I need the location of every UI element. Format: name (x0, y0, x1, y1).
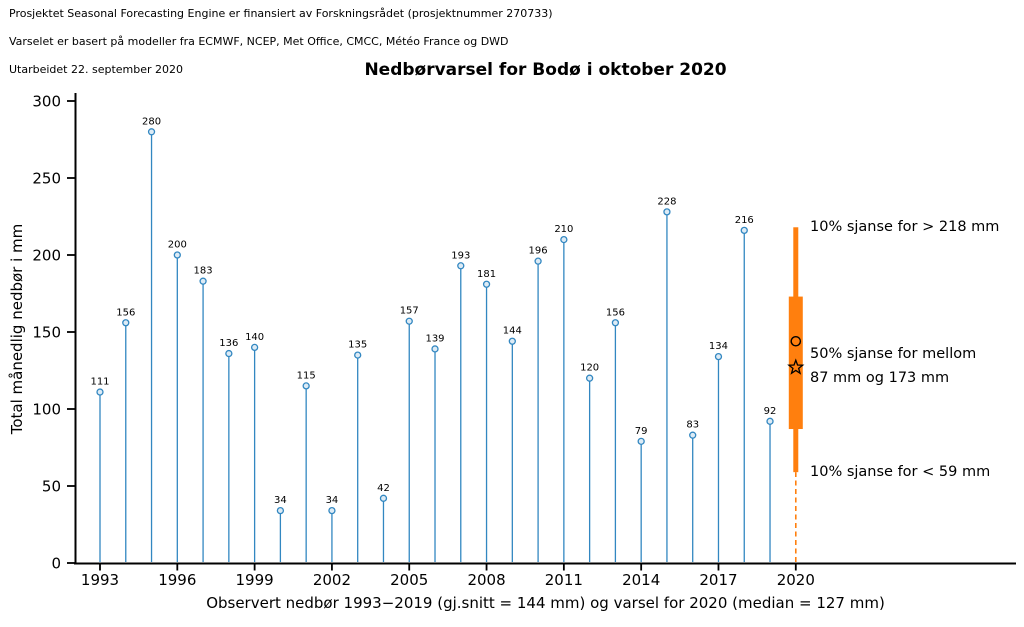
chart-title: Nedbørvarsel for Bodø i oktober 2020 (364, 60, 727, 80)
header-line-2: Varselet er basert på modeller fra ECMWF… (9, 35, 509, 48)
stem-marker-1997 (199, 277, 207, 285)
x-tick-label-2014: 2014 (622, 571, 660, 589)
stem-marker-2006 (431, 345, 439, 353)
y-tick-label-200: 200 (32, 247, 61, 265)
value-label-2009: 144 (503, 326, 522, 337)
value-label-2012: 120 (580, 363, 599, 374)
stem-marker-2001 (302, 382, 310, 390)
value-label-2013: 156 (606, 307, 625, 318)
x-tick-label-2005: 2005 (390, 571, 428, 589)
value-label-2007: 193 (451, 250, 470, 261)
value-label-2004: 42 (377, 483, 390, 494)
forecast-annotation-mid: 50% sjanse for mellom 87 mm og 173 mm (810, 342, 976, 390)
stem-marker-2005 (405, 317, 413, 325)
value-label-2008: 181 (477, 269, 496, 280)
y-tick-label-250: 250 (32, 170, 61, 188)
value-label-1996: 200 (168, 240, 187, 251)
value-label-1995: 280 (142, 116, 161, 127)
value-label-2005: 157 (400, 306, 419, 317)
value-label-2014: 79 (635, 426, 648, 437)
stem-marker-2017 (714, 352, 723, 361)
value-label-2001: 115 (297, 370, 316, 381)
stem-marker-2009 (508, 337, 516, 345)
value-label-2000: 34 (274, 495, 287, 506)
value-label-2018: 216 (735, 215, 754, 226)
value-label-1998: 136 (219, 338, 238, 349)
value-label-2002: 34 (326, 495, 339, 506)
stem-marker-2011 (560, 235, 568, 244)
stem-marker-2019 (766, 417, 774, 425)
x-tick-label-1993: 1993 (81, 571, 119, 589)
forecast-annotation-mid-line1: 50% sjanse for mellom (810, 346, 977, 362)
forecast-annotation-mid-line2: 87 mm og 173 mm (810, 370, 950, 386)
header-line-3: Utarbeidet 22. september 2020 (9, 63, 184, 76)
value-label-1993: 111 (90, 377, 109, 388)
stem-marker-2008 (482, 280, 491, 288)
header-line-1: Prosjektet Seasonal Forecasting Engine e… (9, 7, 553, 20)
y-tick-label-100: 100 (32, 401, 61, 419)
forecast-annotation-low: 10% sjanse for < 59 mm (810, 464, 991, 480)
stem-marker-2013 (611, 319, 620, 327)
x-tick-label-2008: 2008 (467, 571, 505, 589)
forecast-annotation-high: 10% sjanse for > 218 mm (810, 219, 1000, 235)
y-tick-label-300: 300 (32, 93, 61, 111)
value-label-2019: 92 (764, 406, 777, 417)
stem-marker-2018 (740, 226, 748, 235)
stem-marker-2007 (457, 262, 465, 270)
y-tick-label-50: 50 (42, 478, 61, 496)
value-label-2010: 196 (529, 246, 548, 257)
x-tick-label-2020: 2020 (777, 571, 815, 589)
stem-marker-2004 (379, 494, 388, 502)
stem-marker-2002 (328, 506, 336, 515)
y-tick-label-150: 150 (32, 324, 61, 342)
value-label-2015: 228 (657, 196, 676, 207)
observed-mean-circle-marker (790, 335, 802, 347)
value-label-1997: 183 (194, 266, 213, 277)
value-label-1999: 140 (245, 332, 264, 343)
stem-marker-1993 (96, 388, 104, 396)
stem-marker-1994 (122, 319, 130, 327)
y-tick-label-0: 0 (51, 555, 61, 573)
stem-marker-2010 (534, 257, 542, 265)
forecast-median-star-marker (787, 358, 805, 375)
x-tick-label-2011: 2011 (545, 571, 583, 589)
value-label-2006: 139 (425, 333, 444, 344)
stem-marker-1999 (250, 343, 259, 352)
stem-marker-1998 (225, 349, 233, 358)
x-tick-label-2002: 2002 (313, 571, 351, 589)
stem-marker-2015 (663, 208, 671, 216)
stem-marker-2000 (276, 506, 285, 515)
x-tick-label-2017: 2017 (699, 571, 737, 589)
forecast-50pct-range-bar (788, 296, 803, 430)
x-axis-label: Observert nedbør 1993−2019 (gj.snitt = 1… (206, 594, 885, 612)
stem-marker-2014 (637, 437, 645, 445)
stem-marker-1996 (173, 251, 181, 259)
value-label-2003: 135 (348, 340, 367, 351)
value-label-2017: 134 (709, 341, 728, 352)
header-notes: Prosjektet Seasonal Forecasting Engine e… (9, 7, 553, 77)
stem-marker-1995 (147, 128, 156, 136)
stem-marker-2003 (354, 351, 362, 359)
stem-marker-2012 (585, 374, 594, 382)
value-label-2011: 210 (554, 224, 573, 235)
stem-marker-2016 (689, 431, 697, 439)
x-tick-label-1996: 1996 (158, 571, 196, 589)
value-label-2016: 83 (686, 420, 699, 431)
value-label-1994: 156 (116, 307, 135, 318)
x-tick-label-1999: 1999 (236, 571, 274, 589)
